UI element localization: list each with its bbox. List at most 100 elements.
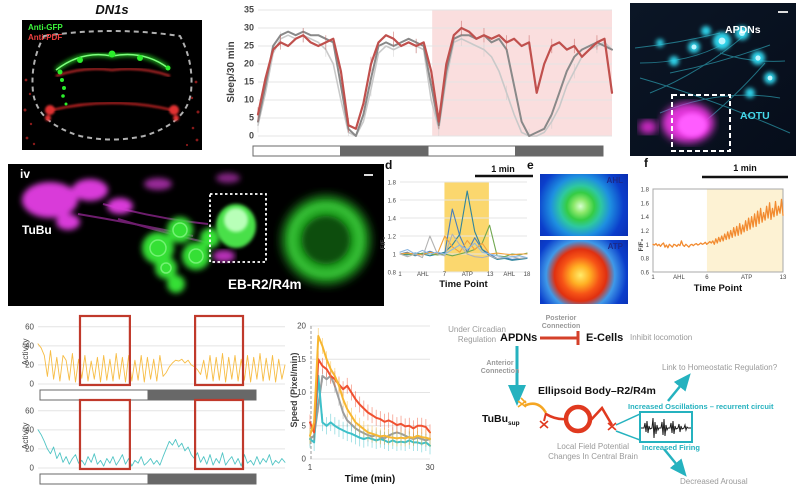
svg-text:1: 1 [646,243,650,249]
svg-text:13: 13 [487,272,494,278]
svg-text:1: 1 [308,463,313,472]
svg-text:40: 40 [25,425,34,434]
svg-text:AHL: AHL [503,272,515,278]
waveform-trace [641,417,691,439]
svg-text:1.6: 1.6 [641,201,650,207]
svg-text:1.6: 1.6 [388,199,397,205]
svg-text:0: 0 [302,455,307,464]
aotu-label: AOTU [740,110,770,122]
scalebar [778,11,788,13]
svg-text:1.4: 1.4 [388,217,397,223]
diagram-art [508,331,693,477]
svg-text:1.8: 1.8 [641,188,650,194]
svg-text:18: 18 [524,272,531,278]
ecells-node: E-Cells [586,332,624,344]
speed-chart: 0 5 10 15 20 1 30 [297,322,435,473]
svg-text:40: 40 [25,341,34,350]
apdns-micrograph-art [630,3,796,156]
svg-text:20: 20 [244,59,254,69]
panel-f-xlabel: Time Point [693,283,743,294]
tubu-node-main: TuBu [482,413,509,425]
panel-f-letter: f [644,156,648,170]
activity-chart-2: 0 20 40 60 [25,398,286,485]
ellipsoid-body-node: Ellipsoid Body–R2/R4m [538,385,656,397]
dn1s-micrograph-art [22,20,202,150]
svg-text:AHL: AHL [673,275,685,281]
red-speckles [23,78,200,147]
svg-text:1.4: 1.4 [641,215,650,221]
anterior-connection-label: Anterior Connection [480,360,520,376]
homeostatic-label: Link to Homeostatic Regulation? [662,363,778,372]
svg-text:0: 0 [30,464,35,473]
aotu-magenta-core [677,113,707,137]
scalebar [364,174,373,176]
speed-xlabel: Time (min) [344,474,396,485]
magenta-satellite [639,120,657,134]
roi-dotted-box [209,193,267,263]
sleep-chart: 0 5 10 15 20 25 30 35 [244,5,614,157]
svg-text:6: 6 [705,275,709,281]
tubu-eb-micrograph-art [8,164,384,306]
svg-text:60: 60 [25,406,34,415]
lfp-label: Local Field Potential Changes In Central… [548,442,638,461]
increased-oscillations-label: Increased Oscillations – recurrent circu… [628,402,774,411]
activity-chart-1: 0 20 40 60 [25,314,286,401]
inhibition-arrow [540,331,580,345]
svg-text:AHL: AHL [417,272,429,278]
panel-dn1s-title: DN1s [95,2,129,17]
circuit-diagram: Under Circadian Regulation APDNs Posteri… [440,313,800,497]
svg-text:10: 10 [244,95,254,105]
ahl-heatmap-label: AHL [606,176,623,185]
eb-left-branch [543,412,547,422]
svg-text:30: 30 [244,23,254,33]
svg-text:20: 20 [297,322,306,331]
panel-d-chart: 0.811.21.41.61.81 AHL 7 ATP 13 AHL 18 [388,174,533,278]
svg-text:1.2: 1.2 [388,235,397,241]
svg-text:30: 30 [426,463,435,472]
boxed-green-core [224,208,248,232]
magenta-cluster [22,173,240,230]
svg-text:15: 15 [244,77,254,87]
decreased-arousal-label: Decreased Arousal [680,477,748,486]
eb-connector [545,412,567,421]
svg-text:25: 25 [244,41,254,51]
svg-text:35: 35 [244,5,254,15]
svg-text:1.2: 1.2 [641,229,650,235]
svg-text:ATP: ATP [462,272,473,278]
panel-e-letter: e [527,158,534,172]
svg-text:1: 1 [651,275,655,281]
red-clusters [45,105,179,121]
callout-wedge [615,413,641,441]
svg-text:1.8: 1.8 [388,181,397,187]
svg-text:1: 1 [398,272,402,278]
svg-text:15: 15 [297,355,306,364]
eb-ring-halo [289,203,363,277]
svg-text:ATP: ATP [741,275,752,281]
aotu-dashed-box [671,94,731,152]
increased-firing-label: Increased Firing [642,443,700,452]
eb-right-boutons [607,422,617,431]
arousal-arrow [663,448,687,477]
eb-right-axon [589,405,614,426]
green-cluster [142,217,220,293]
panel-tubu-eb: iv TuBu EB-R2/R4m [8,164,384,306]
boxed-magenta-fringe [213,250,235,262]
anti-gfp-label: Anti-GFP [28,23,63,32]
svg-text:7: 7 [443,272,447,278]
dn1s-micrograph: Anti-GFP Anti-PDF [22,20,202,150]
svg-text:13: 13 [780,275,787,281]
svg-text:20: 20 [25,444,34,453]
panel-d-letter: d [385,158,393,172]
svg-text:0.6: 0.6 [641,271,650,277]
tubu-axon [523,402,548,414]
tubu-label: TuBu [22,223,52,237]
panel-d-scale-label: 1 min [491,164,515,174]
cyan-soma-cores [691,30,773,81]
tubu-node-sub: sup [508,420,520,428]
svg-text:5: 5 [249,113,254,123]
panel-d-xlabel: Time Point [439,279,488,290]
atp-heatmap-label: ATP [607,242,623,251]
tubu-node: TuBusup [482,413,520,427]
eb-ring-center [302,216,350,264]
